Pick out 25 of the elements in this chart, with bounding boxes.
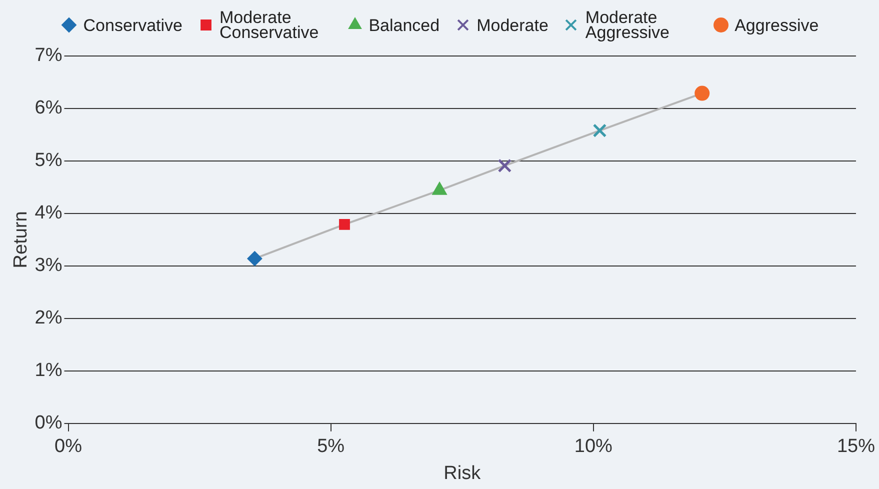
x-tick-label: 5%: [317, 436, 345, 458]
y-tick-label: 4%: [34, 202, 62, 224]
legend-label: Moderate Conservative: [220, 8, 320, 42]
point: [592, 124, 607, 138]
y-tick-label: 0%: [34, 412, 62, 434]
y-tick-label: 3%: [34, 255, 62, 276]
legend-label: Conservative: [83, 16, 182, 34]
y-tick-label: 6%: [34, 98, 62, 119]
x-tick-label: 15%: [836, 436, 876, 458]
point: [339, 219, 350, 230]
point: [498, 158, 512, 173]
y-tick-label: 7%: [34, 45, 62, 66]
legend-label: Balanced: [368, 16, 440, 34]
x-tick-label: 0%: [54, 436, 82, 458]
legend-label: Moderate Aggressive: [585, 8, 671, 42]
y-axis-title: Return: [10, 211, 32, 268]
x-tick-label: 10%: [574, 436, 613, 458]
y-tick-label: 1%: [34, 360, 62, 382]
point: [694, 86, 710, 101]
legend-label: Aggressive: [734, 16, 819, 34]
y-tick-label: 5%: [34, 150, 62, 172]
point: [247, 251, 262, 266]
x-axis-title: Risk: [444, 462, 482, 484]
y-tick-label: 2%: [34, 308, 62, 329]
legend-label: Moderate: [476, 16, 548, 34]
